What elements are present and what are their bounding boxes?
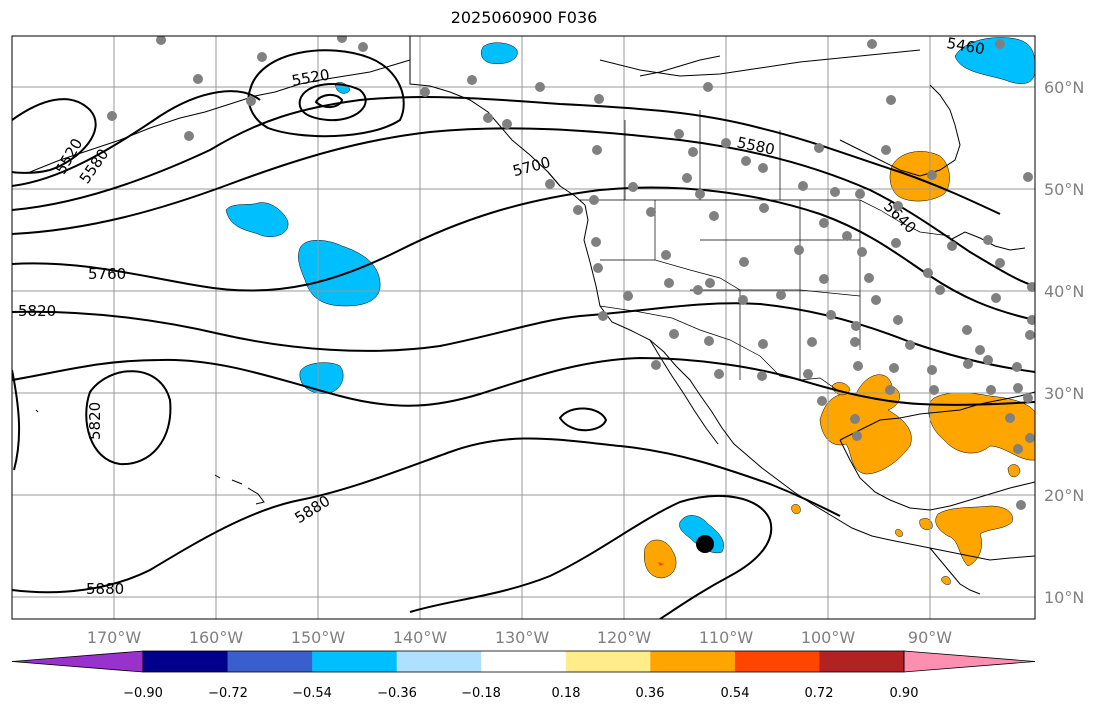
positive-anomaly-region <box>919 518 933 530</box>
lat-label: 50°N <box>1044 180 1084 199</box>
positive-anomaly-region <box>935 505 1013 567</box>
map-frame <box>11 35 1036 620</box>
storm-center-marker <box>696 535 714 553</box>
colorbar-segment <box>819 651 905 672</box>
colorbar-extend-max <box>903 650 1036 673</box>
colorbar-segment <box>734 651 820 672</box>
colorbar-tick-label: 0.72 <box>805 686 834 701</box>
negative-anomaly-region <box>225 202 289 237</box>
colorbar-segment <box>143 651 229 672</box>
contour-label: 5820 <box>86 402 104 440</box>
lat-label: 60°N <box>1044 78 1084 97</box>
colorbar-segment <box>481 651 567 672</box>
lat-label: 30°N <box>1044 384 1084 403</box>
lon-label: 90°W <box>908 628 952 647</box>
colorbar-tick-label: 0.54 <box>721 686 750 701</box>
colorbar-segment <box>227 651 313 672</box>
colorbar-tick-label: −0.54 <box>292 686 332 701</box>
contour-label: 5820 <box>18 302 56 320</box>
negative-anomaly-region <box>954 37 1035 84</box>
lon-label: 150°W <box>291 628 346 647</box>
colorbar-segment <box>396 651 482 672</box>
negative-anomaly-region <box>298 240 381 307</box>
station-markers <box>107 36 1035 510</box>
positive-anomaly-region <box>644 539 677 579</box>
colorbar-extend-min <box>11 650 144 673</box>
lat-label: 10°N <box>1044 588 1084 607</box>
coastlines <box>29 36 1035 595</box>
latitude-labels: 60°N 50°N 40°N 30°N 20°N 10°N <box>1044 78 1084 607</box>
contour-label: 5460 <box>945 34 986 58</box>
positive-anomaly-region <box>791 504 801 514</box>
contour-label: 5760 <box>88 265 126 283</box>
lat-label: 40°N <box>1044 282 1084 301</box>
lon-label: 130°W <box>495 628 550 647</box>
lon-label: 120°W <box>597 628 652 647</box>
colorbar-segment <box>312 651 398 672</box>
strong-positive-anomaly <box>658 562 664 566</box>
colorbar-segment <box>565 651 651 672</box>
anomaly-shading <box>225 37 1035 585</box>
lon-label: 110°W <box>699 628 754 647</box>
colorbar-tick-labels: −0.90 −0.72 −0.54 −0.36 −0.18 0.18 0.36 … <box>123 686 918 701</box>
contour-label: 5880 <box>86 580 124 598</box>
lon-label: 140°W <box>393 628 448 647</box>
political-borders <box>580 110 951 393</box>
lon-label: 160°W <box>189 628 244 647</box>
height-contours <box>12 49 1035 619</box>
colorbar-tick-label: 0.18 <box>552 686 581 701</box>
positive-anomaly-region <box>895 529 903 537</box>
colorbar-segment <box>650 651 736 672</box>
colorbar-frame <box>142 650 905 673</box>
colorbar-tick-label: 0.90 <box>890 686 919 701</box>
positive-anomaly-region <box>941 576 951 585</box>
positive-anomaly-region <box>928 392 1035 461</box>
colorbar-tick-label: −0.90 <box>123 686 163 701</box>
colorbar <box>11 650 1036 673</box>
lat-label: 20°N <box>1044 486 1084 505</box>
negative-anomaly-region <box>481 42 518 64</box>
positive-anomaly-region <box>819 374 912 475</box>
lon-label: 170°W <box>87 628 142 647</box>
colorbar-tick-label: −0.72 <box>208 686 248 701</box>
colorbar-tick-label: −0.36 <box>377 686 417 701</box>
colorbar-tick-label: 0.36 <box>636 686 665 701</box>
positive-anomaly-region <box>1007 464 1021 478</box>
colorbar-tick-label: −0.18 <box>461 686 501 701</box>
lon-label: 100°W <box>801 628 856 647</box>
map-title: 2025060900 F036 <box>450 8 598 27</box>
longitude-labels: 170°W 160°W 150°W 140°W 130°W 120°W 110°… <box>87 628 952 647</box>
